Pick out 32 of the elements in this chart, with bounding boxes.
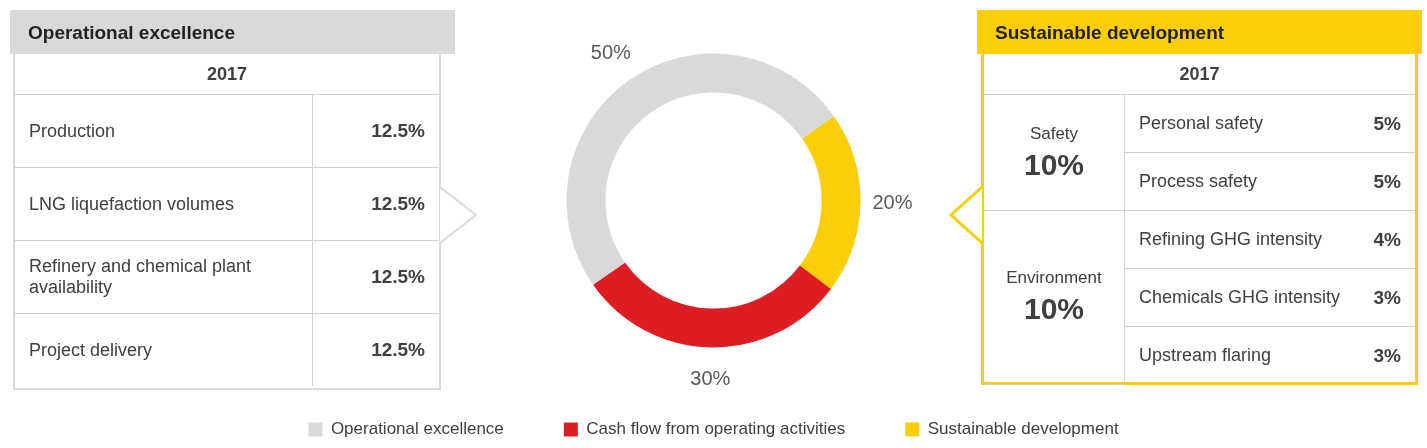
- text: Operational excellence: [10, 10, 455, 54]
- text: 3%: [1357, 268, 1415, 327]
- text: Project delivery: [28, 338, 154, 362]
- text: 5%: [1357, 152, 1415, 211]
- data-label: 50%: [590, 41, 632, 64]
- text: 10%: [1022, 292, 1085, 327]
- text: Environment: [1006, 268, 1102, 288]
- text: 2017: [15, 54, 439, 95]
- text: 4%: [1357, 210, 1415, 269]
- text: 12.5%: [312, 313, 439, 386]
- text: 12.5%: [312, 240, 439, 314]
- text: Chemicals GHG intensity: [1124, 268, 1357, 327]
- text: 5%: [1357, 94, 1415, 153]
- text: Refinery and chemical plant availability: [15, 240, 313, 314]
- text: 2017: [984, 54, 1415, 95]
- text: Sustainable development: [977, 10, 1422, 54]
- legend-label: Operational excellence: [330, 419, 504, 439]
- text: Refining GHG intensity: [1124, 210, 1357, 269]
- text: 12.5%: [312, 94, 439, 168]
- text: Upstream flaring: [1138, 344, 1273, 367]
- text: LNG liquefaction volumes: [15, 167, 313, 241]
- data-label: 30%: [690, 366, 731, 389]
- text: Production: [15, 94, 313, 168]
- legend-label: Sustainable development: [927, 419, 1119, 439]
- text: Personal safety: [1124, 94, 1357, 153]
- text: Process safety: [1124, 152, 1357, 211]
- text: 3%: [1372, 343, 1402, 368]
- legend-label: Cash flow from operating activities: [586, 419, 846, 439]
- text: 12.5%: [312, 167, 439, 241]
- text: Safety: [1029, 123, 1079, 143]
- text: 10%: [1022, 147, 1085, 182]
- data-label: 20%: [872, 191, 913, 214]
